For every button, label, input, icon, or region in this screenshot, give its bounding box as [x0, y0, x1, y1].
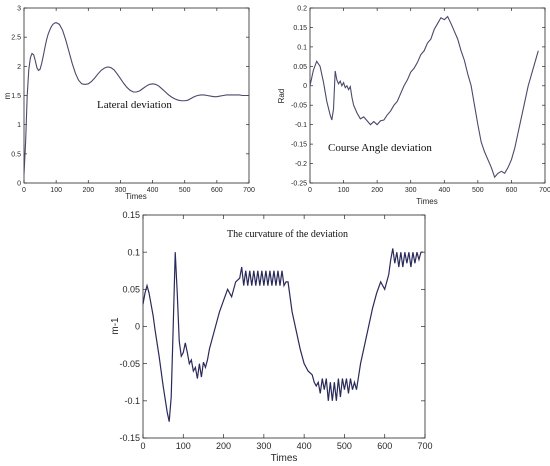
x-tick-label: 700 [243, 187, 255, 194]
y-tick-label: 0 [303, 83, 307, 90]
y-axis-label: Rad [277, 89, 286, 104]
chart-annotation: Course Angle deviation [328, 142, 432, 154]
x-axis-label: Times [416, 197, 437, 206]
series-line-lateral-deviation [23, 21, 249, 175]
x-tick-label: 300 [115, 187, 127, 194]
x-tick-label: 700 [539, 187, 550, 194]
y-axis-label: m-1 [110, 317, 121, 335]
y-axis-label: m [3, 92, 12, 99]
y-tick-label: 2.5 [11, 35, 21, 42]
x-tick-label: 600 [211, 187, 223, 194]
chart-lateral-deviation: 0 100 200 300 400 500 600 700 0 0.5 1 1.5 2 2.5 3 Tim… [3, 5, 255, 201]
y-tick-label: 0.1 [297, 44, 307, 51]
y-tick-labels: -0.25 -0.2 -0.15 -0.1 -0.05 0 0.05 0.1 0.15 0.2 [291, 5, 307, 187]
y-tick-label: 0.05 [122, 284, 140, 294]
x-tick-label: 100 [176, 441, 191, 451]
x-tick-label: 300 [405, 187, 417, 194]
x-tick-label: 500 [337, 441, 352, 451]
tick-marks [142, 214, 426, 439]
y-tick-label: -0.05 [291, 103, 307, 110]
chart-title: The curvature of the deviation [227, 229, 348, 240]
x-tick-label: 600 [377, 441, 392, 451]
y-tick-labels: -0.15 -0.1 -0.05 0 0.05 0.1 0.15 [119, 210, 140, 443]
y-tick-label: 0.5 [11, 151, 21, 158]
x-tick-label: 200 [216, 441, 231, 451]
tick-marks [309, 7, 546, 184]
plot-frame [23, 7, 250, 184]
y-tick-label: -0.25 [291, 180, 307, 187]
x-tick-label: 700 [417, 441, 432, 451]
y-tick-labels: 0 0.5 1 1.5 2 2.5 3 [11, 5, 21, 187]
x-tick-label: 400 [147, 187, 159, 194]
x-tick-label: 0 [308, 187, 312, 194]
x-tick-label: 200 [82, 187, 94, 194]
y-tick-label: 0.15 [122, 210, 140, 220]
x-tick-label: 300 [256, 441, 271, 451]
y-tick-label: -0.1 [295, 122, 307, 129]
y-tick-label: -0.05 [119, 359, 140, 369]
chart-annotation: Lateral deviation [97, 99, 172, 111]
x-tick-label: 0 [140, 441, 145, 451]
y-tick-label: 0 [17, 180, 21, 187]
plot-frame [309, 7, 546, 184]
y-tick-label: 3 [17, 5, 21, 12]
x-tick-label: 400 [438, 187, 450, 194]
y-tick-label: 0 [135, 322, 140, 332]
y-tick-label: 1 [17, 122, 21, 129]
y-tick-label: 2 [17, 64, 21, 71]
x-tick-label: 0 [22, 187, 26, 194]
x-axis-label: Times [271, 453, 298, 464]
x-tick-labels: 0 100 200 300 400 500 600 700 [308, 187, 550, 194]
x-tick-label: 600 [506, 187, 518, 194]
y-tick-label: -0.2 [295, 161, 307, 168]
y-tick-label: 1.5 [11, 93, 21, 100]
y-tick-label: 0.2 [297, 5, 307, 12]
y-tick-label: 0.1 [127, 247, 140, 257]
series-line-course-angle-deviation [309, 15, 539, 179]
x-tick-label: 500 [472, 187, 484, 194]
y-tick-label: 0.15 [293, 25, 307, 32]
x-axis-label: Times [125, 192, 146, 201]
x-tick-label: 400 [297, 441, 312, 451]
x-tick-labels: 0 100 200 300 400 500 600 700 [22, 187, 255, 194]
plot-frame [142, 214, 426, 439]
y-tick-label: -0.15 [291, 142, 307, 149]
chart-curvature-deviation: 0 100 200 300 400 500 600 700 -0.15 -0.1 -0.05 0 0.… [110, 210, 433, 464]
x-tick-labels: 0 100 200 300 400 500 600 700 [140, 441, 432, 451]
x-tick-label: 200 [371, 187, 383, 194]
y-tick-label: 0.05 [293, 64, 307, 71]
series-line-curvature [142, 248, 423, 422]
tick-marks [23, 7, 250, 184]
chart-course-angle-deviation: 0 100 200 300 400 500 600 700 -0.25-0.2-0.15-0.… [277, 5, 550, 206]
y-tick-label: -0.1 [124, 396, 140, 406]
y-tick-label: -0.15 [119, 433, 140, 443]
x-tick-label: 100 [50, 187, 62, 194]
x-tick-label: 500 [179, 187, 191, 194]
x-tick-label: 100 [338, 187, 350, 194]
